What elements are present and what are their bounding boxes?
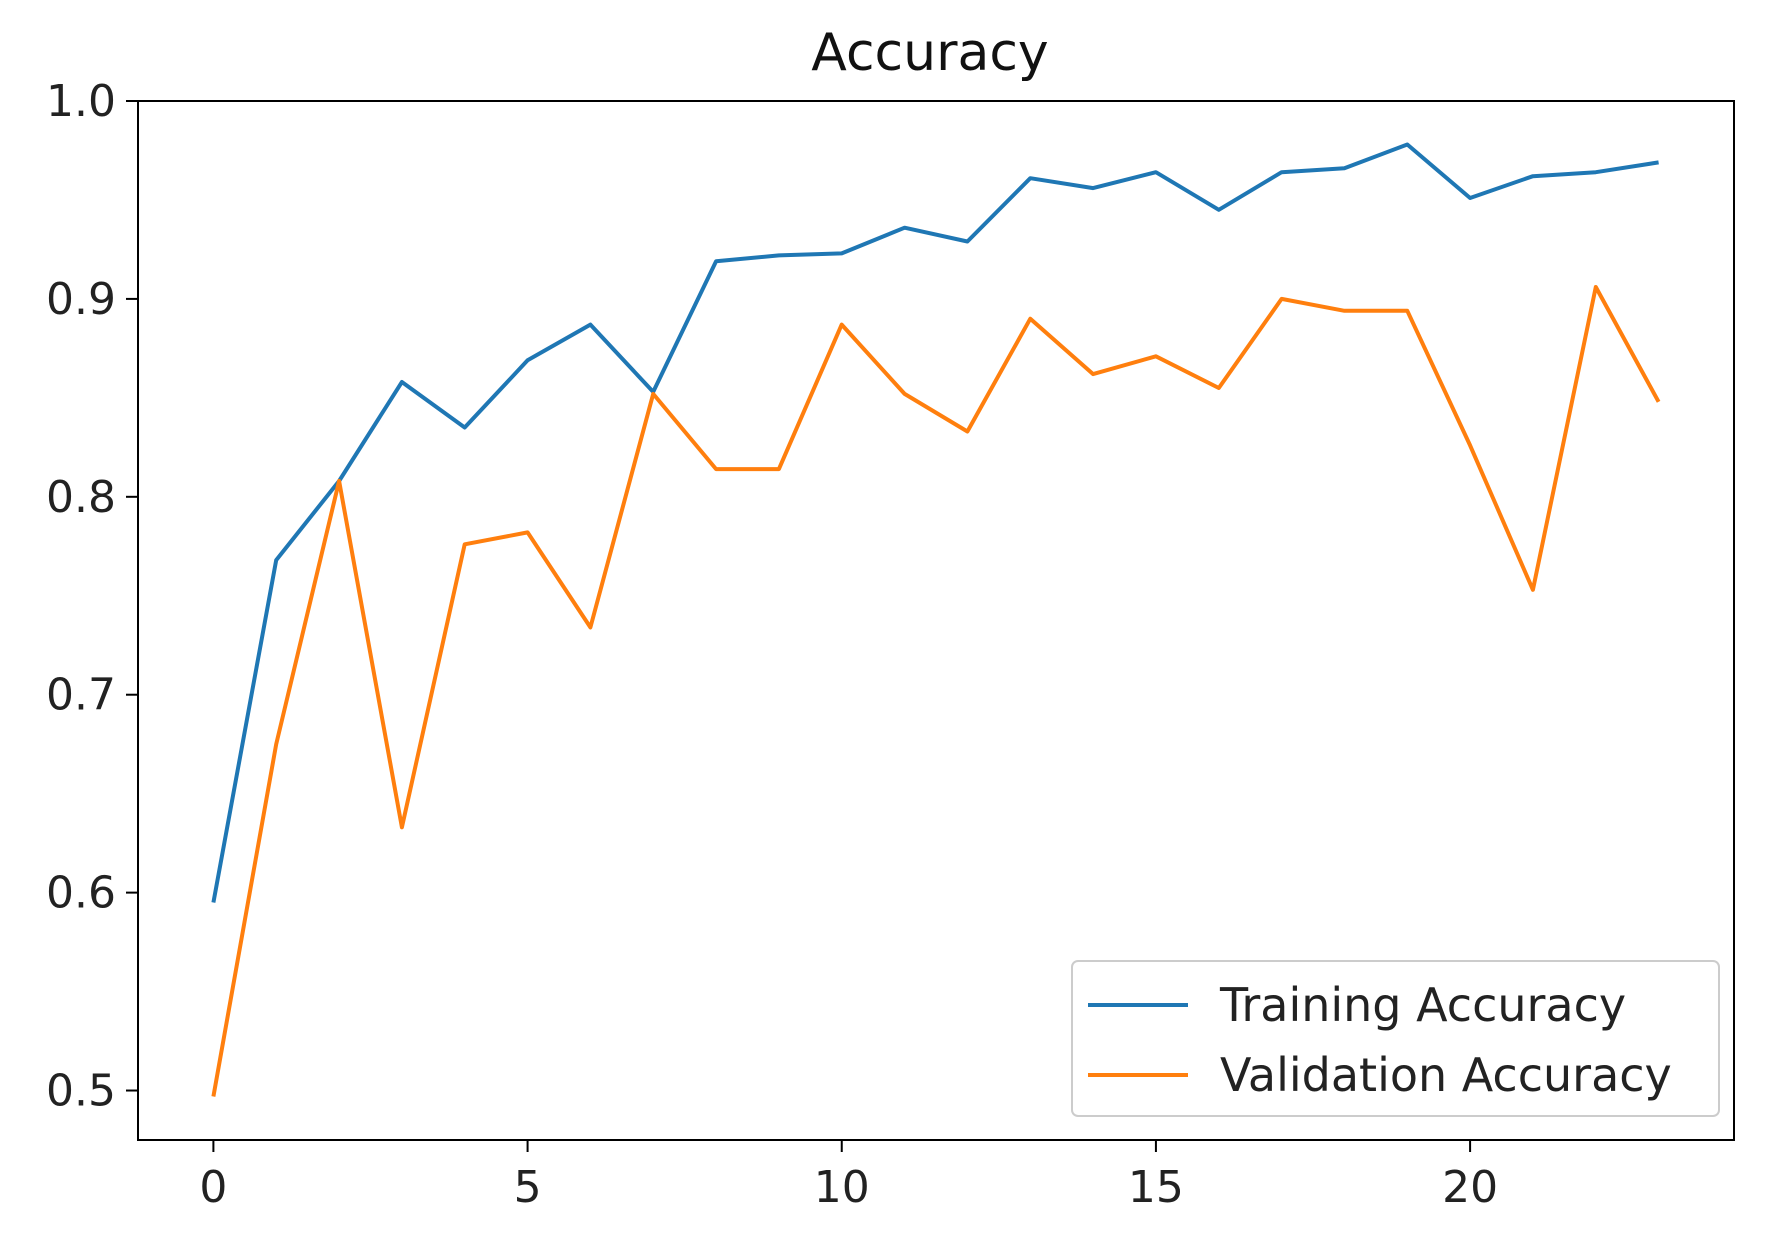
y-tick-label: 0.6 (46, 868, 116, 919)
y-tick-label: 0.5 (46, 1066, 116, 1117)
legend-label: Training Accuracy (1219, 978, 1626, 1032)
y-tick-label: 0.7 (46, 670, 116, 721)
axis-ticks: 0 5 10 15 20 0.5 0.6 0.7 0.8 0.9 1.0 (46, 76, 1498, 1213)
plot-series (211, 142, 1661, 1097)
plot-area-frame (137, 100, 1735, 1141)
x-tick-label: 20 (1442, 1162, 1498, 1213)
x-tick-label: 5 (514, 1162, 542, 1213)
y-tick-label: 0.8 (46, 472, 116, 523)
legend: Training Accuracy Validation Accuracy (1071, 960, 1720, 1117)
x-tick-label: 10 (814, 1162, 870, 1213)
series-line-validation-accuracy (211, 285, 1661, 1097)
series-line-training-accuracy (211, 142, 1659, 903)
x-tick-label: 15 (1128, 1162, 1184, 1213)
legend-box (1071, 960, 1720, 1117)
legend-label: Validation Accuracy (1220, 1048, 1672, 1102)
x-tick-label: 0 (199, 1162, 227, 1213)
chart-title: Accuracy (811, 23, 1048, 83)
y-tick-label: 1.0 (46, 76, 116, 127)
y-tick-label: 0.9 (46, 274, 116, 325)
